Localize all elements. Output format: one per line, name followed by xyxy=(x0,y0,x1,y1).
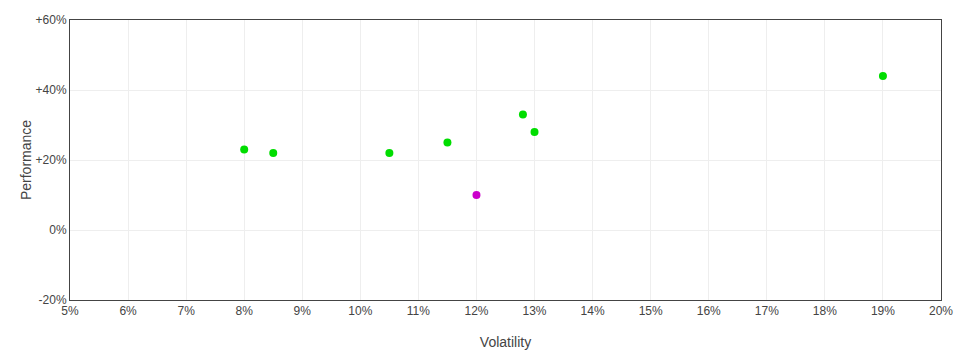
svg-text:19%: 19% xyxy=(871,304,895,318)
svg-text:10%: 10% xyxy=(348,304,372,318)
svg-text:6%: 6% xyxy=(119,304,137,318)
svg-text:Volatility: Volatility xyxy=(480,334,531,350)
svg-text:11%: 11% xyxy=(407,304,430,318)
svg-text:+40%: +40% xyxy=(36,83,67,97)
svg-text:13%: 13% xyxy=(523,304,547,318)
svg-text:-20%: -20% xyxy=(39,293,67,307)
svg-text:15%: 15% xyxy=(639,304,663,318)
svg-text:9%: 9% xyxy=(294,304,312,318)
svg-text:14%: 14% xyxy=(581,304,605,318)
svg-text:8%: 8% xyxy=(236,304,254,318)
svg-text:+60%: +60% xyxy=(36,13,67,27)
svg-text:0%: 0% xyxy=(49,223,67,237)
svg-text:17%: 17% xyxy=(755,304,779,318)
svg-text:12%: 12% xyxy=(464,304,488,318)
svg-text:+20%: +20% xyxy=(36,153,67,167)
svg-text:20%: 20% xyxy=(929,304,953,318)
svg-text:18%: 18% xyxy=(813,304,837,318)
svg-text:16%: 16% xyxy=(697,304,721,318)
svg-text:5%: 5% xyxy=(61,304,79,318)
svg-text:7%: 7% xyxy=(177,304,195,318)
svg-text:Performance: Performance xyxy=(18,120,34,200)
